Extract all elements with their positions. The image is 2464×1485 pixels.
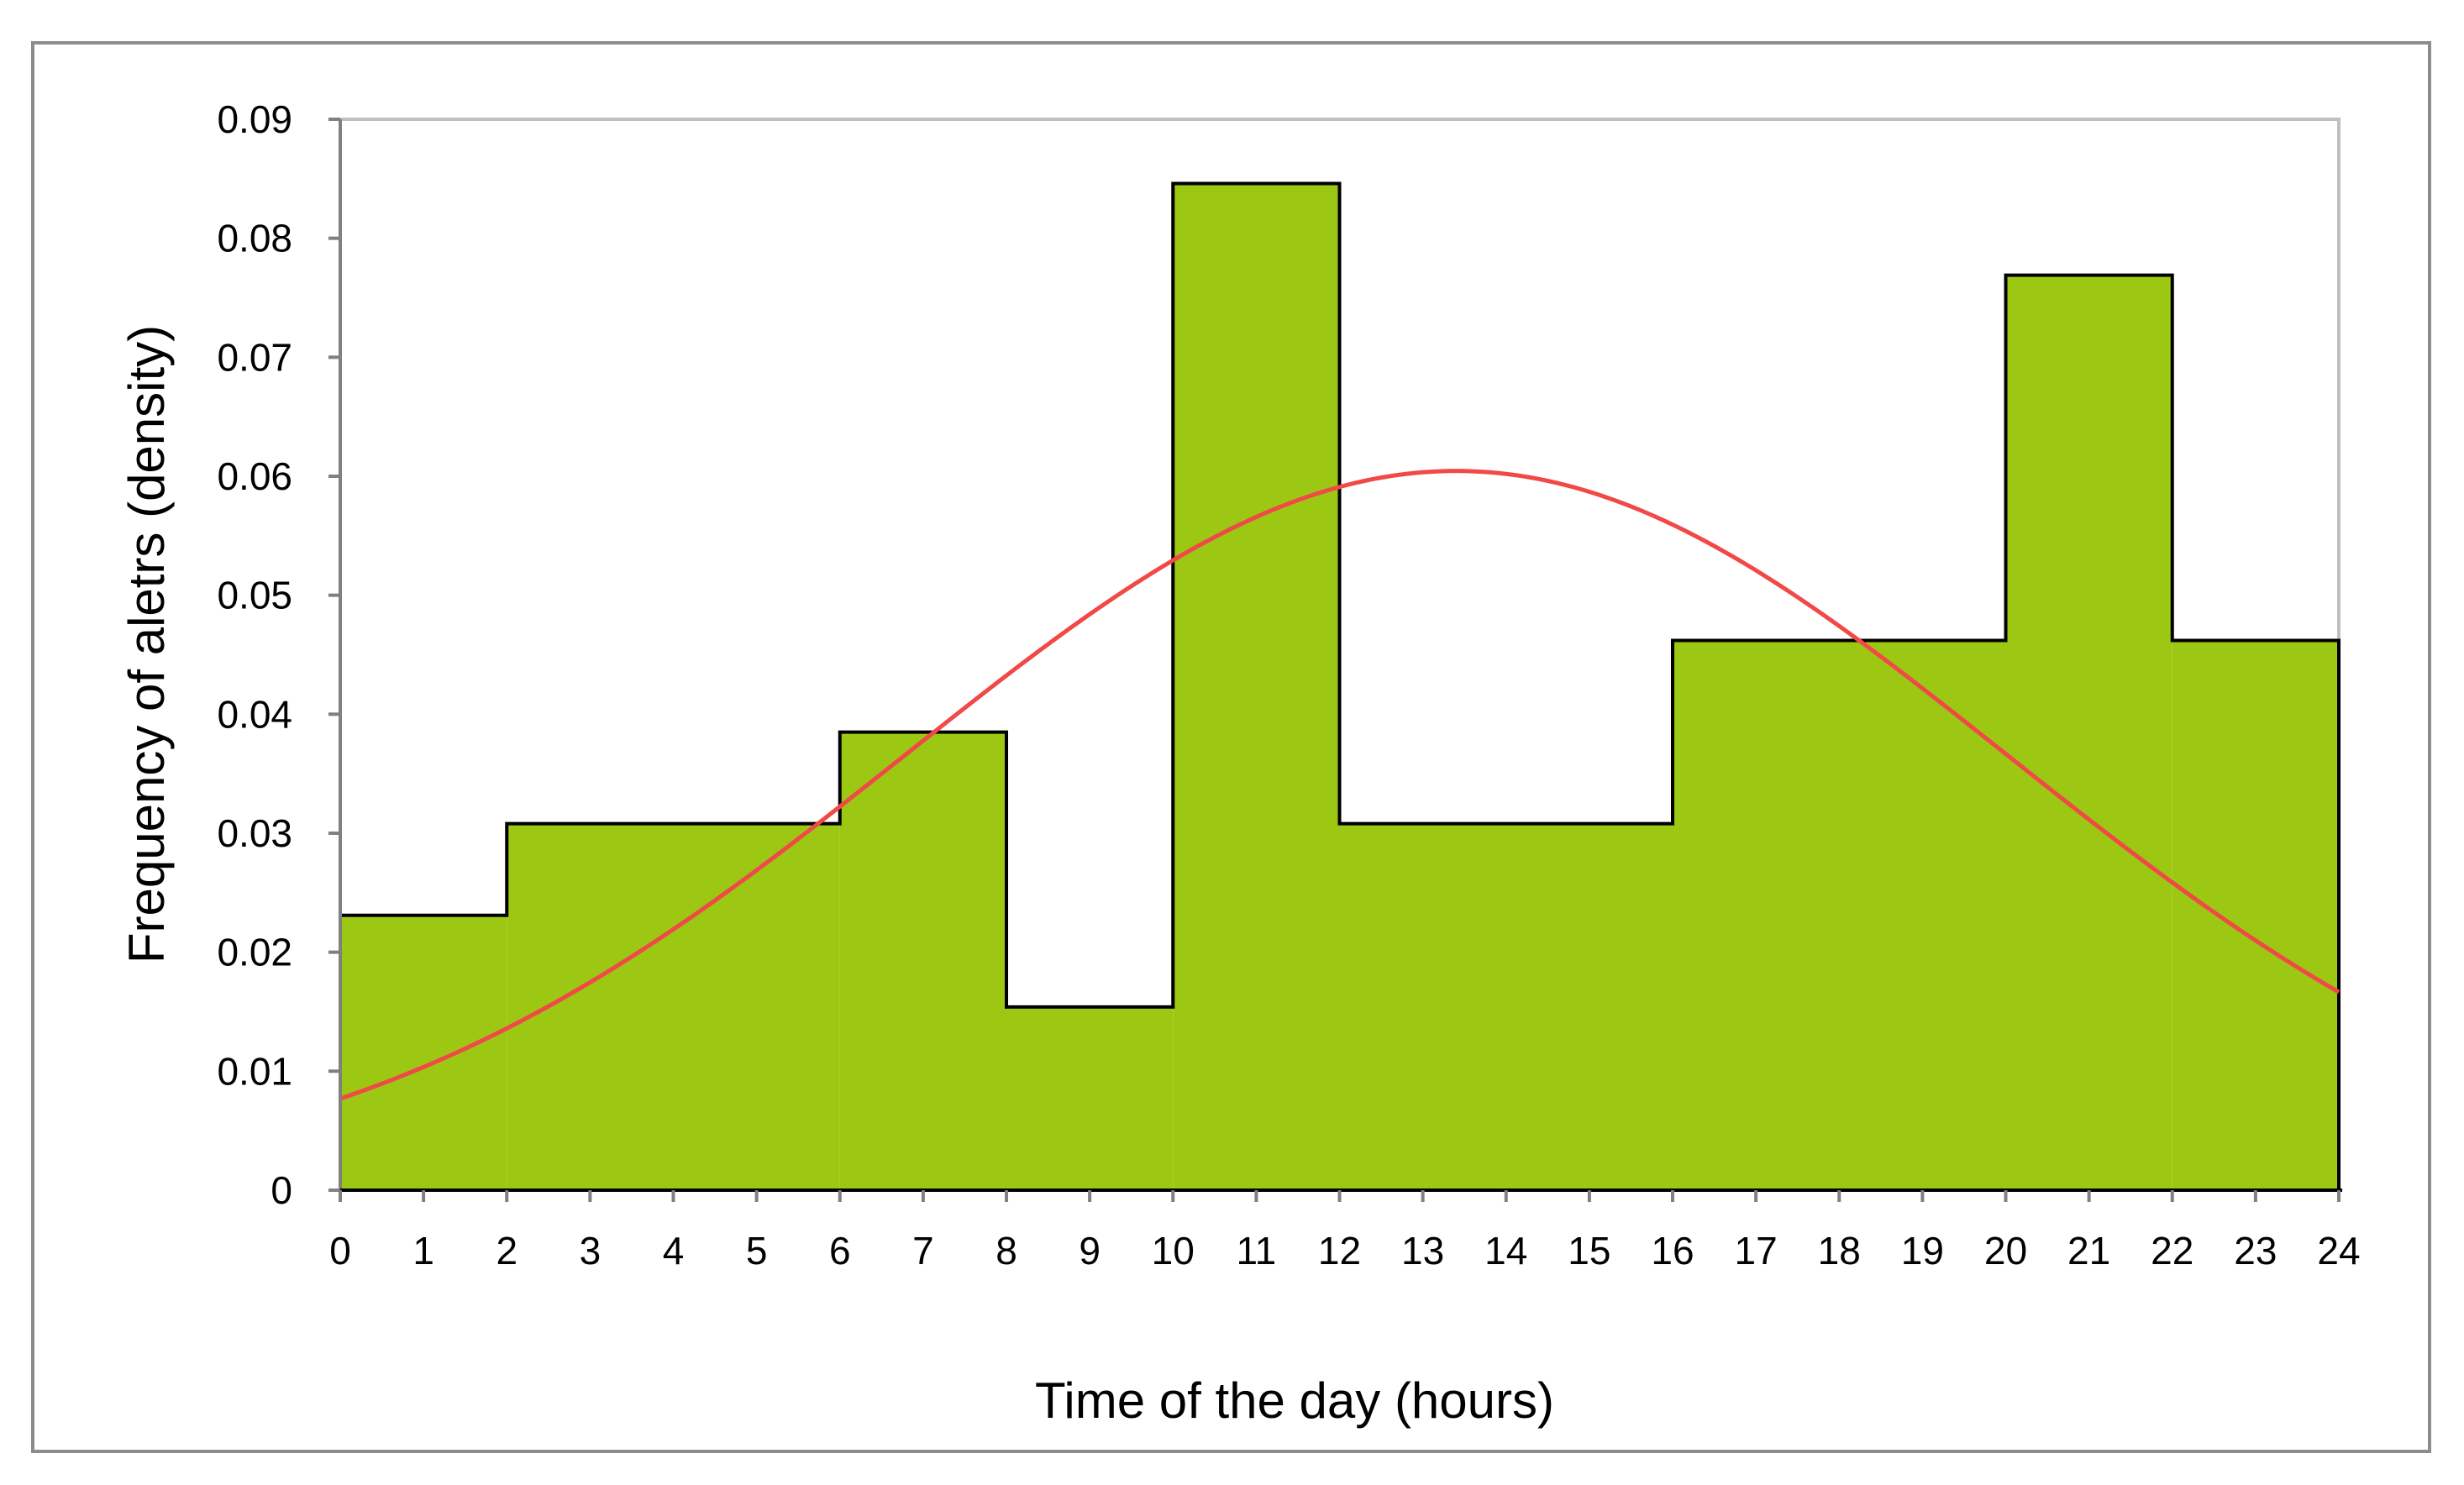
x-tick-label: 4 xyxy=(663,1229,685,1272)
x-tick-label: 8 xyxy=(996,1229,1017,1272)
y-axis-tick-labels: 0 0.01 0.02 0.03 0.04 0.05 0.06 0.07 0.08 0.09 xyxy=(217,97,292,1212)
x-tick-label: 19 xyxy=(1901,1229,1944,1272)
x-axis-tick-labels: 0 1 2 3 4 5 6 7 8 9 10 11 12 13 14 15 16 17 18 19 20 21 22 23 24 xyxy=(329,1229,2360,1272)
histogram-bar-10-12 xyxy=(1173,183,1340,1190)
histogram-bar-16-20 xyxy=(1673,640,2006,1190)
histogram-bar-6-8 xyxy=(839,732,1006,1190)
x-tick-label: 21 xyxy=(2067,1229,2110,1272)
y-tick-label: 0.06 xyxy=(217,454,292,498)
y-tick-label: 0.05 xyxy=(217,574,292,617)
x-tick-label: 1 xyxy=(412,1229,434,1272)
x-tick-label: 6 xyxy=(829,1229,851,1272)
axes xyxy=(328,118,2342,1202)
x-axis-title: Time of the day (hours) xyxy=(1035,1372,1554,1429)
x-tick-label: 12 xyxy=(1318,1229,1361,1272)
x-tick-label: 2 xyxy=(496,1229,517,1272)
x-tick-label: 14 xyxy=(1484,1229,1527,1272)
y-tick-label: 0.03 xyxy=(217,811,292,855)
histogram-bar-0-2 xyxy=(340,915,507,1190)
x-tick-label: 13 xyxy=(1401,1229,1444,1272)
x-tick-label: 10 xyxy=(1152,1229,1195,1272)
y-tick-label: 0.07 xyxy=(217,335,292,379)
histogram-bars xyxy=(339,181,2341,1190)
x-tick-label: 23 xyxy=(2234,1229,2277,1272)
y-tick-label: 0.09 xyxy=(217,97,292,141)
x-tick-label: 18 xyxy=(1818,1229,1861,1272)
y-tick-label: 0.08 xyxy=(217,217,292,260)
y-tick-label: 0.02 xyxy=(217,931,292,974)
x-tick-label: 5 xyxy=(746,1229,768,1272)
x-tick-label: 9 xyxy=(1079,1229,1101,1272)
x-tick-label: 20 xyxy=(1984,1229,2027,1272)
histogram-bar-22-24 xyxy=(2172,640,2339,1190)
histogram-bar-8-10 xyxy=(1006,1006,1174,1190)
histogram-bar-12-16 xyxy=(1339,823,1673,1190)
y-tick-label: 0.01 xyxy=(217,1049,292,1093)
x-tick-label: 0 xyxy=(329,1229,351,1272)
x-tick-label: 3 xyxy=(580,1229,602,1272)
x-tick-label: 24 xyxy=(2317,1229,2360,1272)
histogram-outline xyxy=(339,181,2341,1190)
x-tick-label: 16 xyxy=(1651,1229,1694,1272)
y-axis-title: Frequency of aletrs (density) xyxy=(118,325,175,963)
fitted-normal-curve xyxy=(339,469,2341,1101)
x-tick-label: 15 xyxy=(1568,1229,1610,1272)
y-tick-label: 0.04 xyxy=(217,692,292,736)
histogram-bar-20-22 xyxy=(2005,275,2172,1190)
histogram-bar-2-6 xyxy=(507,823,840,1190)
y-tick-label: 0 xyxy=(271,1168,292,1212)
x-tick-label: 7 xyxy=(912,1229,934,1272)
x-tick-label: 22 xyxy=(2151,1229,2193,1272)
x-tick-label: 17 xyxy=(1735,1229,1778,1272)
x-tick-label: 11 xyxy=(1236,1229,1276,1272)
